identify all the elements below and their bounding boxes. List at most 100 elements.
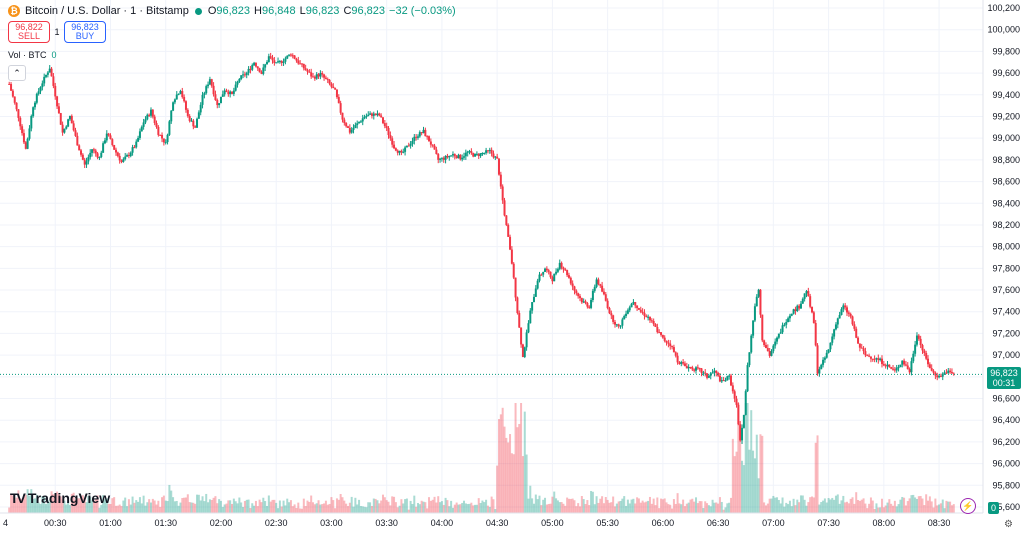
candle-body bbox=[289, 54, 292, 56]
candle-body bbox=[612, 315, 615, 322]
volume-bar bbox=[641, 500, 644, 513]
volume-bar bbox=[326, 504, 329, 513]
candle-body bbox=[772, 345, 775, 352]
volume-bar bbox=[834, 495, 837, 513]
candle-body bbox=[547, 270, 550, 272]
collapse-legend-button[interactable]: ⌃ bbox=[8, 65, 26, 81]
volume-bar bbox=[864, 503, 867, 513]
volume-bar bbox=[46, 500, 49, 513]
volume-bar bbox=[137, 501, 140, 513]
volume-bar bbox=[602, 503, 605, 513]
candle-body bbox=[343, 119, 346, 124]
candle-body bbox=[588, 306, 591, 308]
volume-bar bbox=[245, 499, 248, 513]
settings-icon[interactable]: ⚙ bbox=[1004, 519, 1013, 530]
volume-bar bbox=[512, 454, 515, 513]
candle-body bbox=[201, 94, 204, 105]
candle-body bbox=[277, 61, 280, 63]
volume-bar bbox=[724, 507, 727, 513]
candle-body bbox=[365, 116, 368, 118]
time-axis[interactable]: 00:30 01:00 01:30 02:00 02:30 03:00 03:30 04:00… bbox=[44, 518, 950, 528]
volume-bar bbox=[300, 508, 303, 513]
sell-button[interactable]: 96,822 SELL bbox=[8, 21, 50, 43]
volume-bar bbox=[648, 496, 651, 513]
volume-bar bbox=[168, 484, 171, 513]
candle-body bbox=[253, 62, 256, 66]
candle-body bbox=[260, 72, 263, 74]
volume-bar bbox=[759, 434, 762, 513]
candle-body bbox=[288, 54, 291, 56]
volume-bar bbox=[939, 503, 942, 513]
volume-bar bbox=[499, 414, 502, 513]
volume-bar bbox=[190, 502, 193, 513]
candle-body bbox=[63, 128, 66, 133]
candle-body bbox=[306, 70, 309, 72]
candle-body bbox=[381, 117, 384, 124]
volume-bar bbox=[76, 498, 79, 513]
buy-button[interactable]: 96,823 BUY bbox=[64, 21, 106, 43]
volume-bar bbox=[825, 502, 828, 513]
bar-countdown: 00:31 bbox=[992, 378, 1016, 388]
volume-bar bbox=[768, 498, 771, 513]
candle-body bbox=[56, 96, 59, 107]
candle-body bbox=[463, 156, 466, 158]
candle-body bbox=[774, 341, 777, 346]
candle-body bbox=[265, 61, 268, 65]
candle-body bbox=[278, 60, 281, 62]
volume-bar bbox=[236, 503, 239, 513]
tradingview-logo[interactable]: TV TradingView bbox=[10, 490, 110, 506]
candle-body bbox=[503, 200, 506, 216]
candle-body bbox=[124, 156, 127, 160]
volume-bar bbox=[453, 504, 456, 513]
lightning-icon[interactable]: ⚡ bbox=[960, 498, 976, 514]
candle-body bbox=[586, 302, 589, 307]
candle-body bbox=[518, 312, 521, 328]
volume-bar bbox=[845, 501, 848, 513]
volume-bar bbox=[936, 505, 939, 513]
volume-bar bbox=[39, 503, 42, 513]
price-tick-label: 97,200 bbox=[992, 328, 1020, 338]
volume-bar bbox=[877, 507, 880, 513]
time-tick-label: 07:00 bbox=[762, 518, 785, 528]
volume-label[interactable]: Vol · BTC bbox=[8, 50, 47, 60]
symbol-title[interactable]: Bitcoin / U.S. Dollar · 1 · Bitstamp bbox=[25, 5, 189, 17]
price-axis[interactable]: 95,600 95,800 96,000 96,200 96,400 96,600 96,8… bbox=[987, 3, 1020, 512]
volume-bar bbox=[126, 506, 129, 513]
time-tick-label: 08:30 bbox=[928, 518, 951, 528]
low-value: 96,823 bbox=[305, 5, 340, 17]
candle-body bbox=[844, 305, 847, 308]
low-key: L bbox=[299, 5, 306, 17]
candle-body bbox=[855, 328, 858, 338]
candle-body bbox=[790, 313, 793, 316]
volume-bar bbox=[945, 500, 948, 513]
volume-bar bbox=[671, 508, 674, 513]
price-tick-label: 97,000 bbox=[992, 350, 1020, 360]
candle-body bbox=[825, 352, 828, 358]
quantity-value[interactable]: 1 bbox=[54, 27, 60, 37]
volume-bar bbox=[87, 495, 90, 513]
volume-bar bbox=[148, 499, 151, 513]
volume-bar bbox=[792, 498, 795, 513]
candle-body bbox=[792, 309, 795, 314]
volume-bar bbox=[919, 495, 922, 513]
time-tick-label: 04:30 bbox=[486, 518, 509, 528]
candle-body bbox=[54, 85, 57, 97]
volume-bar bbox=[521, 456, 524, 513]
candle-body bbox=[464, 152, 467, 157]
time-tick-label: 00:30 bbox=[44, 518, 67, 528]
volume-bar bbox=[19, 498, 22, 513]
candle-body bbox=[45, 74, 48, 77]
volume-bar bbox=[256, 506, 259, 513]
candle-body bbox=[127, 155, 130, 157]
volume-bar bbox=[162, 495, 165, 513]
candle-body bbox=[404, 147, 407, 152]
volume-bar bbox=[805, 505, 808, 513]
candle-body bbox=[208, 79, 211, 85]
candle-body bbox=[142, 122, 145, 127]
candle-body bbox=[685, 366, 688, 369]
candle-body bbox=[140, 126, 143, 132]
candle-body bbox=[46, 72, 49, 75]
candle-body bbox=[691, 367, 694, 370]
volume-bar bbox=[404, 499, 407, 513]
